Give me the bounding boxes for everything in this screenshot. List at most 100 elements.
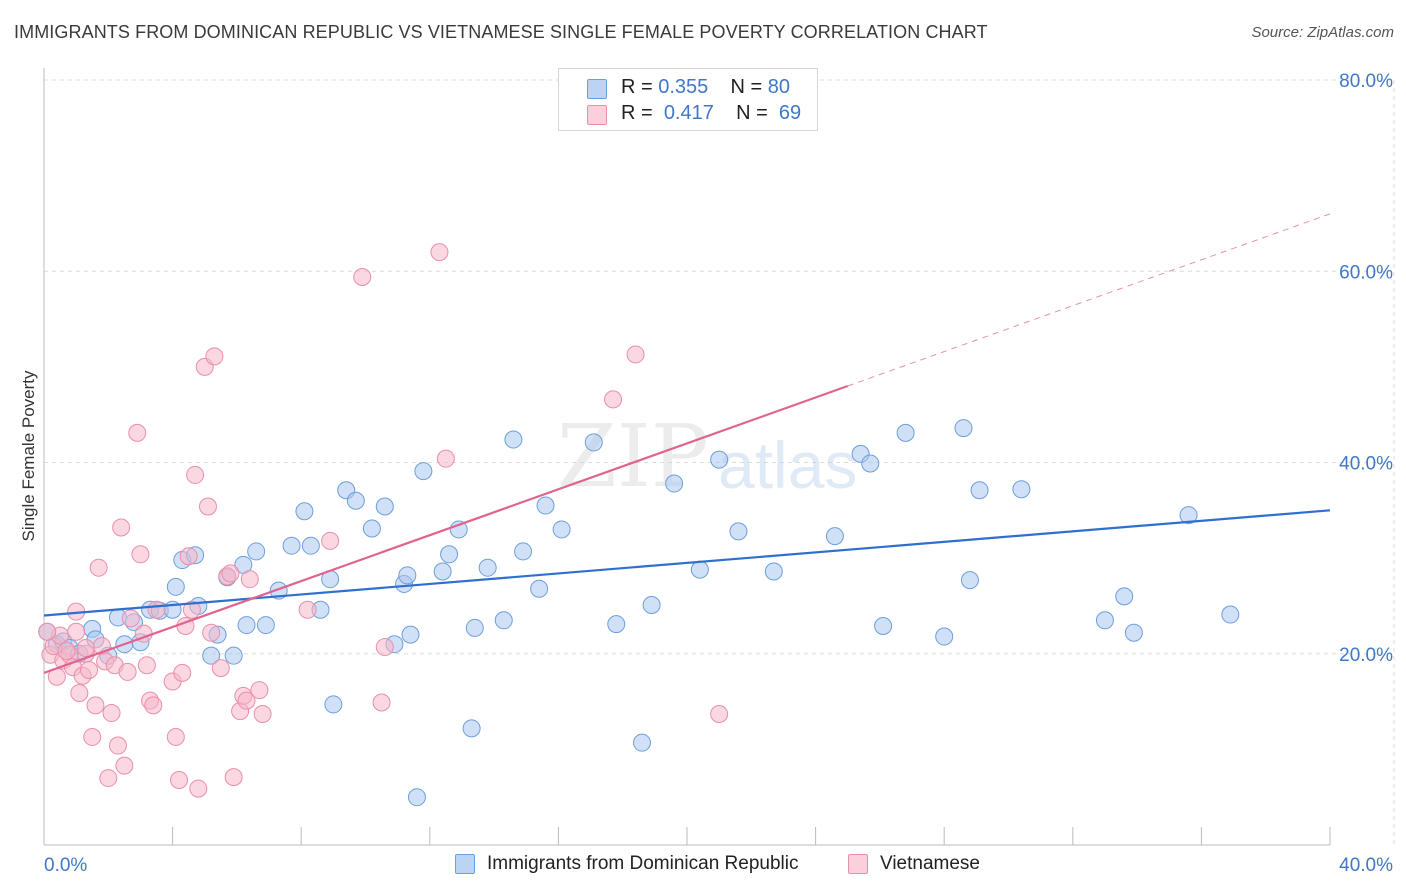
legend-r-value: 0.355 <box>658 76 709 98</box>
data-point-vietnamese <box>118 662 137 681</box>
data-point-dominican <box>665 474 684 493</box>
data-point-vietnamese <box>137 656 156 675</box>
data-point-dominican <box>825 527 844 546</box>
legend-r-label: R = <box>621 76 653 98</box>
data-point-dominican <box>346 491 365 510</box>
data-point-dominican <box>970 481 989 500</box>
data-point-vietnamese <box>70 683 89 702</box>
tick-labels: 20.0% 40.0% 60.0% 80.0% 0.0% 40.0% <box>44 71 1393 876</box>
data-point-vietnamese <box>170 770 189 789</box>
legend-swatch-blue <box>455 854 475 874</box>
y-tick-label: 40.0% <box>1339 454 1393 475</box>
data-point-dominican <box>954 419 973 438</box>
data-point-vietnamese <box>250 681 269 700</box>
chart-title: IMMIGRANTS FROM DOMINICAN REPUBLIC VS VI… <box>14 22 988 42</box>
data-point-vietnamese <box>121 609 140 628</box>
data-point-dominican <box>1012 480 1031 499</box>
data-point-vietnamese <box>221 564 240 583</box>
data-point-vietnamese <box>189 779 208 798</box>
data-point-dominican <box>530 579 549 598</box>
data-point-vietnamese <box>83 727 102 746</box>
data-point-vietnamese <box>375 638 394 657</box>
data-point-vietnamese <box>211 659 230 678</box>
trend-lines <box>43 213 1331 674</box>
data-point-dominican <box>202 646 221 665</box>
data-point-vietnamese <box>604 390 623 409</box>
data-point-vietnamese <box>102 704 121 723</box>
data-point-dominican <box>1124 623 1143 642</box>
data-point-dominican <box>504 430 523 449</box>
trend-line-dominican <box>43 509 1331 617</box>
data-point-dominican <box>874 617 893 636</box>
data-point-dominican <box>407 788 426 807</box>
x-tick-label-min: 0.0% <box>44 855 87 876</box>
data-point-dominican <box>764 562 783 581</box>
data-point-dominican <box>896 423 915 442</box>
data-point-dominican <box>632 733 651 752</box>
legend-swatch-pink <box>848 854 868 874</box>
data-point-vietnamese <box>202 623 221 642</box>
data-point-dominican <box>295 502 314 521</box>
axes <box>43 68 1331 846</box>
data-point-dominican <box>478 558 497 577</box>
data-point-vietnamese <box>205 347 224 366</box>
data-point-vietnamese <box>240 570 259 589</box>
legend-swatch-blue <box>587 79 607 99</box>
legend-swatch-pink <box>587 105 607 125</box>
data-point-vietnamese <box>182 600 201 619</box>
data-point-dominican <box>960 571 979 590</box>
watermark: ZIP atlas <box>557 407 857 507</box>
data-point-vietnamese <box>80 661 99 680</box>
data-point-dominican <box>375 497 394 516</box>
data-point-dominican <box>710 450 729 469</box>
data-point-dominican <box>690 560 709 579</box>
data-point-dominican <box>1179 506 1198 525</box>
data-point-dominican <box>462 719 481 738</box>
data-point-dominican <box>324 695 343 714</box>
data-point-vietnamese <box>626 345 645 364</box>
data-point-dominican <box>584 433 603 452</box>
data-point-dominican <box>642 595 661 614</box>
legend-n-value: 80 <box>767 76 791 98</box>
data-point-vietnamese <box>89 558 108 577</box>
data-point-dominican <box>449 520 468 539</box>
data-point-vietnamese <box>430 243 449 262</box>
watermark-zip: ZIP <box>557 407 709 507</box>
data-point-vietnamese <box>353 267 372 286</box>
trend-line-vietnamese-extension <box>847 213 1331 387</box>
data-point-dominican <box>433 562 452 581</box>
data-point-dominican <box>1095 611 1114 630</box>
data-point-dominican <box>166 577 185 596</box>
legend-n-label: N = <box>736 102 768 124</box>
data-point-vietnamese <box>112 518 131 537</box>
data-point-dominican <box>282 536 301 555</box>
watermark-atlas: atlas <box>718 428 857 502</box>
data-point-dominican <box>256 616 275 635</box>
data-point-dominican <box>1115 587 1134 606</box>
data-point-dominican <box>935 627 954 646</box>
data-point-vietnamese <box>144 696 163 715</box>
correlation-legend: R = 0.355 N = 80 R = 0.417 N = 69 <box>558 68 818 131</box>
data-point-dominican <box>607 615 626 634</box>
data-point-dominican <box>1221 605 1240 624</box>
data-point-dominican <box>514 542 533 561</box>
data-point-dominican <box>729 522 748 541</box>
data-point-vietnamese <box>253 704 272 723</box>
y-tick-label: 60.0% <box>1339 262 1393 283</box>
data-point-dominican <box>494 611 513 630</box>
data-point-vietnamese <box>99 769 118 788</box>
data-point-dominican <box>301 536 320 555</box>
data-point-vietnamese <box>179 547 198 566</box>
data-point-dominican <box>465 618 484 637</box>
y-tick-label: 20.0% <box>1339 645 1393 666</box>
data-point-vietnamese <box>57 641 76 660</box>
data-point-dominican <box>247 542 266 561</box>
data-point-vietnamese <box>237 691 256 710</box>
data-point-vietnamese <box>710 704 729 723</box>
legend-n-label: N = <box>730 76 763 98</box>
data-point-vietnamese <box>321 531 340 550</box>
data-point-dominican <box>362 519 381 538</box>
data-point-vietnamese <box>76 639 95 658</box>
data-point-dominican <box>401 625 420 644</box>
